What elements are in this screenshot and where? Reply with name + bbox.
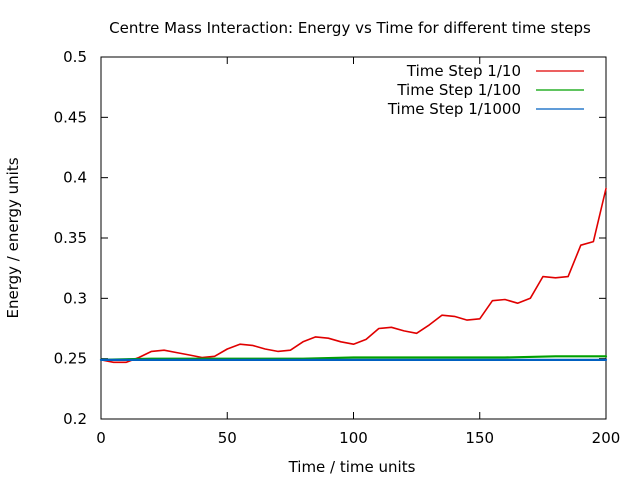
y-tick-label: 0.45	[54, 108, 87, 126]
y-tick-label: 0.5	[63, 48, 87, 66]
x-tick-label: 200	[592, 429, 621, 447]
y-tick-label: 0.35	[54, 229, 87, 247]
y-tick-label: 0.25	[54, 350, 87, 368]
x-tick-label: 100	[339, 429, 368, 447]
axis-ticks: 0 50 100 150 200 0.2 0.25 0.3 0.35 0.4 0.45 0.5	[54, 48, 621, 447]
series-layer	[99, 187, 608, 364]
x-tick-label: 0	[96, 429, 106, 447]
chart-title: Centre Mass Interaction: Energy vs Time …	[109, 19, 591, 37]
legend-label-3: Time Step 1/1000	[387, 100, 521, 118]
y-tick-label: 0.4	[63, 169, 87, 187]
x-tick-label: 50	[218, 429, 237, 447]
y-tick-label: 0.3	[63, 289, 87, 307]
x-axis-label: Time / time units	[288, 458, 416, 476]
y-tick-label: 0.2	[63, 410, 87, 428]
x-tick-label: 150	[465, 429, 494, 447]
legend-label-1: Time Step 1/10	[406, 62, 521, 80]
series-line-2	[99, 355, 608, 361]
plot-frame	[100, 56, 607, 420]
series-line-1	[100, 187, 607, 364]
y-axis-label: Energy / energy units	[4, 157, 22, 318]
legend-label-2: Time Step 1/100	[396, 81, 521, 99]
